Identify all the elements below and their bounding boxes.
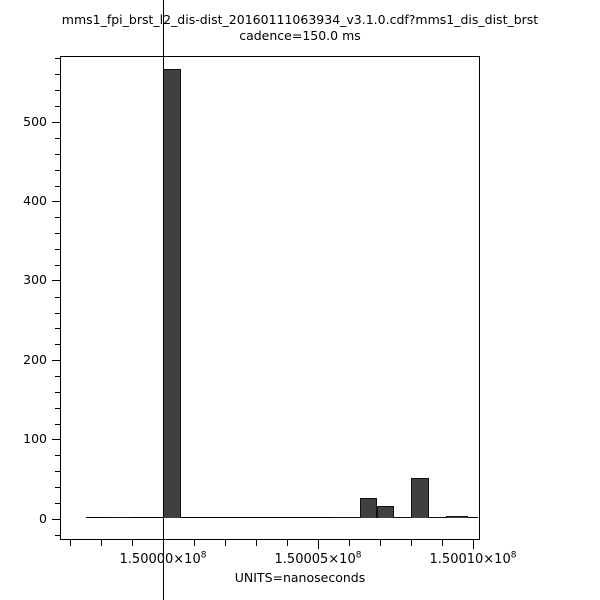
bars-layer [61,57,479,539]
histogram-bar-14 [446,515,468,518]
y-tick-minor [55,471,60,473]
y-tick-minor [55,423,60,425]
histogram-bar-5 [181,516,231,518]
x-tick-minor [194,540,195,546]
x-tick-minor [287,540,288,546]
y-tick-minor [55,153,60,155]
plot-area[interactable] [60,56,480,540]
chart-title-primary: mms1_fpi_brst_l2_dis-dist_20160111063934… [61,12,539,27]
y-tick-label-200: 200 [23,352,47,367]
histogram-bar-12 [411,478,429,518]
histogram-bar-7 [281,516,331,518]
x-tick-major [473,540,474,549]
x-tick-minor [70,540,71,546]
histogram-bar-3 [131,516,163,518]
histogram-bar-11 [394,516,411,518]
y-tick-label-100: 100 [23,431,47,446]
histogram-bar-2 [106,516,131,518]
x-tick-minor [256,540,257,546]
x-tick-minor [380,540,381,546]
y-tick-minor [55,233,60,235]
chart-title-block: mms1_fpi_brst_l2_dis-dist_20160111063934… [0,12,600,43]
y-tick-minor [55,487,60,489]
y-tick-major-100 [52,439,60,440]
x-tick-label: 1.50005×108 [274,550,362,567]
y-tick-major-0 [52,519,60,520]
x-tick-minor [101,540,102,546]
histogram-bar-13 [429,516,446,518]
y-tick-minor [55,74,60,76]
y-tick-minor [55,249,60,251]
x-tick-label: 1.50000×108 [119,550,207,567]
y-tick-minor [55,407,60,409]
x-tick-label: 1.50010×108 [429,550,517,567]
y-tick-minor [55,106,60,108]
x-tick-major [318,540,319,549]
x-tick-minor [225,540,226,546]
y-tick-minor [55,58,60,60]
x-tick-minor [349,540,350,546]
y-tick-minor [55,137,60,139]
y-tick-minor [55,185,60,187]
y-tick-minor [55,391,60,393]
y-tick-major-200 [52,360,60,361]
y-tick-label-500: 500 [23,114,47,129]
y-tick-minor [55,90,60,92]
y-tick-minor [55,534,60,536]
y-tick-minor [55,264,60,266]
histogram-bar-6 [231,516,281,518]
y-tick-minor [55,169,60,171]
cursor-crosshair-line[interactable] [163,0,164,600]
histogram-bar-4 [163,69,181,518]
y-tick-major-500 [52,122,60,123]
histogram-bar-15 [468,516,478,518]
y-tick-label-300: 300 [23,272,47,287]
histogram-bar-10 [377,506,394,518]
y-tick-minor [55,296,60,298]
histogram-bar-1 [86,516,117,518]
y-tick-label-0: 0 [39,511,47,526]
y-tick-minor [55,217,60,219]
y-tick-minor [55,503,60,505]
x-tick-minor [442,540,443,546]
y-tick-minor [55,376,60,378]
histogram-bar-8 [331,516,360,518]
x-tick-minor [132,540,133,546]
y-tick-minor [55,344,60,346]
y-tick-major-400 [52,201,60,202]
chart-title-cadence: cadence=150.0 ms [239,27,361,43]
histogram-bar-9 [360,498,377,518]
y-tick-minor [55,312,60,314]
y-tick-minor [55,328,60,330]
x-axis-units-label: UNITS=nanoseconds [234,570,366,585]
x-tick-minor [411,540,412,546]
y-tick-minor [55,455,60,457]
y-tick-major-300 [52,280,60,281]
y-tick-label-400: 400 [23,193,47,208]
